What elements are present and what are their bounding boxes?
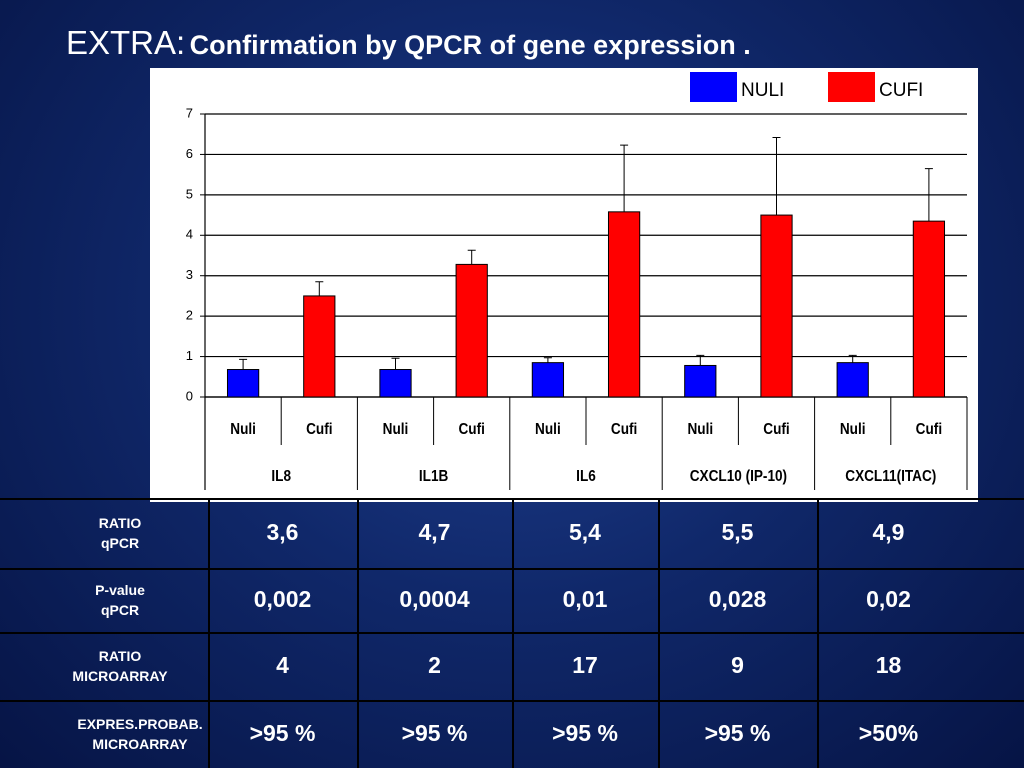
x-group-label: CXCL11(ITAC) bbox=[845, 468, 936, 485]
bar bbox=[684, 364, 717, 398]
table-cell: >95 % bbox=[401, 720, 468, 746]
table-cell: 18 bbox=[875, 652, 902, 678]
legend-label: CUFI bbox=[879, 80, 923, 101]
error-bar bbox=[620, 144, 629, 212]
table-cell: 5,5 bbox=[721, 519, 754, 545]
legend-label: NULI bbox=[741, 80, 784, 101]
error-bar bbox=[543, 357, 552, 363]
error-bar bbox=[391, 357, 400, 370]
column-line bbox=[208, 498, 210, 768]
x-group-label: IL1B bbox=[419, 468, 449, 485]
error-bar bbox=[848, 354, 857, 363]
table-cell: 2 bbox=[428, 652, 441, 678]
table-cell: >95 % bbox=[704, 720, 771, 746]
table-cell: 0,01 bbox=[562, 586, 608, 612]
x-tick-label: Cufi bbox=[458, 421, 484, 438]
x-tick-label: Cufi bbox=[306, 421, 332, 438]
table-cell: 4,9 bbox=[872, 519, 905, 545]
table-cell: 0,002 bbox=[253, 586, 312, 612]
legend-swatch bbox=[828, 72, 875, 102]
bar bbox=[912, 220, 946, 398]
bar bbox=[455, 263, 488, 398]
bar bbox=[226, 369, 260, 398]
x-tick-label: Cufi bbox=[611, 421, 637, 438]
x-group-label: IL8 bbox=[271, 468, 291, 485]
x-group-label: CXCL10 (IP-10) bbox=[690, 468, 787, 485]
bar bbox=[303, 295, 336, 398]
y-tick-label: 2 bbox=[186, 308, 193, 323]
y-tick-label: 3 bbox=[186, 267, 193, 282]
x-tick-label: Nuli bbox=[687, 421, 713, 438]
y-tick-label: 4 bbox=[186, 227, 193, 242]
y-tick-label: 6 bbox=[186, 146, 193, 161]
table-cell: 0,0004 bbox=[399, 586, 470, 612]
x-tick-label: Nuli bbox=[230, 421, 256, 438]
x-tick-label: Nuli bbox=[840, 421, 866, 438]
title-prefix: EXTRA: bbox=[66, 24, 186, 61]
bar bbox=[760, 214, 793, 398]
table-cell: 4 bbox=[276, 652, 289, 678]
column-line bbox=[357, 498, 359, 768]
error-bar bbox=[772, 136, 781, 216]
error-bar bbox=[315, 281, 324, 296]
row-label: P-value qPCR bbox=[95, 582, 145, 618]
x-tick-label: Nuli bbox=[383, 421, 409, 438]
row-label: RATIO qPCR bbox=[98, 515, 142, 551]
title-text: Confirmation by QPCR of gene expression … bbox=[189, 30, 751, 60]
error-bar bbox=[467, 249, 476, 265]
error-bar bbox=[239, 358, 248, 370]
table-cell: 5,4 bbox=[569, 519, 601, 545]
table-cell: >95 % bbox=[552, 720, 618, 746]
table-cell: 0,02 bbox=[866, 586, 911, 612]
x-group-label: IL6 bbox=[576, 468, 596, 485]
row-label: RATIO MICROARRAY bbox=[72, 648, 168, 684]
x-tick-label: Cufi bbox=[916, 421, 942, 438]
x-tick-label: Nuli bbox=[535, 421, 561, 438]
slide-title: EXTRA: Confirmation by QPCR of gene expr… bbox=[66, 24, 751, 62]
table-cell: 3,6 bbox=[266, 519, 299, 545]
y-tick-label: 5 bbox=[186, 186, 193, 201]
row-label: EXPRES.PROBAB. MICROARRAY bbox=[77, 716, 203, 752]
table-cell: >95 % bbox=[249, 720, 316, 746]
bar bbox=[531, 362, 565, 398]
bar bbox=[836, 362, 869, 398]
table-cell: 9 bbox=[731, 652, 744, 678]
table-cell: >50% bbox=[858, 720, 919, 746]
error-bar bbox=[696, 354, 705, 366]
chart-background bbox=[150, 68, 978, 502]
column-line bbox=[817, 498, 819, 768]
y-tick-label: 7 bbox=[186, 105, 193, 120]
column-line bbox=[658, 498, 660, 768]
bar bbox=[607, 211, 641, 398]
table-cell: 4,7 bbox=[418, 519, 451, 545]
table-cell: 0,028 bbox=[708, 586, 767, 612]
legend-swatch bbox=[690, 72, 737, 102]
column-line bbox=[512, 498, 514, 768]
y-tick-label: 0 bbox=[186, 388, 193, 403]
bar bbox=[379, 369, 412, 398]
table-cell: 17 bbox=[572, 652, 598, 678]
error-bar bbox=[924, 168, 933, 222]
y-tick-label: 1 bbox=[186, 348, 193, 363]
x-tick-label: Cufi bbox=[763, 421, 789, 438]
